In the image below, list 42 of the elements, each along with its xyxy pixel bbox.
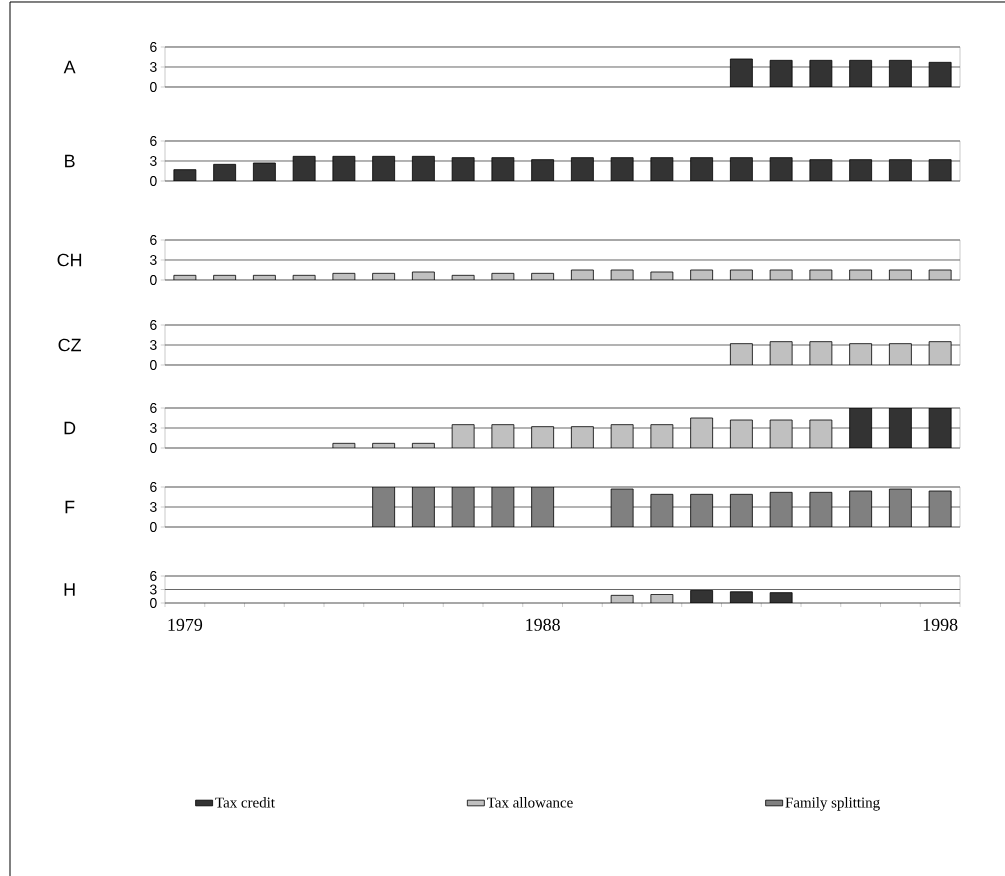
y-axis-title: D [64, 421, 76, 435]
y-tick-label: 6 [150, 42, 157, 52]
bar [531, 426, 555, 448]
y-axis-title: B [65, 154, 75, 168]
bar [531, 159, 555, 181]
y-tick-label: 6 [150, 482, 157, 492]
bar [570, 426, 594, 448]
bar [690, 157, 714, 181]
y-tick-label: 0 [150, 360, 157, 370]
bar [888, 159, 912, 181]
y-tick-label: 3 [150, 255, 157, 265]
y-tick-label: 3 [150, 340, 157, 350]
y-tick-label: 3 [150, 62, 157, 72]
y-tick-label: 6 [150, 136, 157, 146]
y-tick-label: 0 [150, 522, 157, 532]
y-tick-label: 3 [150, 156, 157, 166]
x-tick-label: 1979 [168, 618, 203, 631]
legend-label: Tax allowance [487, 797, 573, 808]
x-tick-label: 1988 [526, 618, 560, 631]
y-tick-label: 0 [150, 598, 157, 608]
legend-label: Family splitting [785, 797, 880, 811]
bar [849, 159, 873, 181]
bar [570, 157, 594, 181]
x-tick-label: 1998 [923, 618, 958, 631]
y-tick-label: 6 [150, 320, 157, 330]
y-axis-title: H [64, 583, 75, 596]
y-tick-label: 6 [150, 571, 157, 581]
y-tick-label: 6 [150, 235, 157, 245]
legend-label: Tax credit [215, 797, 275, 808]
y-axis-title: F [65, 500, 75, 514]
y-axis-title: A [63, 60, 76, 74]
y-axis-title: CH [57, 253, 82, 267]
y-axis-title: CZ [58, 338, 81, 352]
y-tick-label: 0 [150, 176, 157, 186]
y-tick-label: 0 [150, 275, 157, 285]
y-tick-label: 3 [150, 502, 157, 512]
y-tick-label: 6 [150, 403, 157, 413]
y-tick-label: 0 [150, 443, 157, 453]
y-tick-label: 3 [150, 584, 157, 595]
bar [729, 157, 753, 181]
y-tick-label: 3 [150, 423, 157, 433]
y-tick-label: 0 [150, 82, 157, 92]
